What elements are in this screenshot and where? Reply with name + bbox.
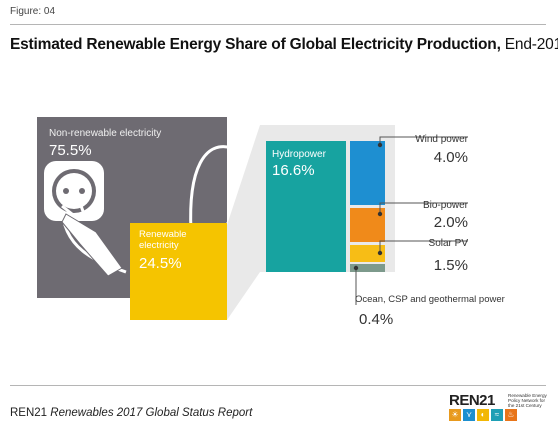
chart-title: Estimated Renewable Energy Share of Glob… bbox=[10, 36, 558, 54]
ocean-csp-geothermal-label: Ocean, CSP and geothermal power bbox=[355, 294, 505, 305]
bio-power-label: Bio-power bbox=[422, 200, 468, 211]
callout-dots bbox=[353, 142, 383, 271]
flame-icon: ♨ bbox=[505, 409, 517, 421]
sun-icon: ☀ bbox=[449, 409, 461, 421]
hydropower-value: 16.6% bbox=[272, 162, 315, 179]
ren21-logo: REN21 bbox=[449, 392, 495, 409]
non-renewable-value: 75.5% bbox=[49, 142, 92, 159]
renewable-label: Renewable electricity bbox=[139, 229, 187, 251]
solar-pv-value: 1.5% bbox=[433, 257, 468, 274]
bio-icon: ◐ bbox=[477, 409, 489, 421]
wind-icon: ⋎ bbox=[463, 409, 475, 421]
ocean-csp-geothermal-value: 0.4% bbox=[359, 311, 394, 328]
non-renewable-label: Non-renewable electricity bbox=[49, 128, 162, 139]
ren21-tagline: Renewable Energy Policy Network for the … bbox=[508, 393, 547, 409]
wind-power-block bbox=[350, 141, 385, 205]
solar-pv-block bbox=[350, 245, 385, 262]
footer-org: REN21 bbox=[10, 407, 48, 419]
solar-pv-label: Solar PV bbox=[428, 238, 468, 249]
renewable-block bbox=[130, 223, 227, 320]
ocean-csp-geothermal-block bbox=[350, 264, 385, 272]
callout-leaders bbox=[355, 136, 468, 305]
chart-title-main: Estimated Renewable Energy Share of Glob… bbox=[10, 36, 501, 53]
plug-icon bbox=[44, 145, 247, 277]
renewable-value: 24.5% bbox=[139, 255, 182, 272]
wind-power-value: 4.0% bbox=[433, 149, 468, 166]
treemap-chart bbox=[37, 117, 468, 320]
footer-report: Renewables 2017 Global Status Report bbox=[50, 407, 253, 419]
bottom-divider bbox=[10, 385, 546, 386]
water-icon: ≈ bbox=[491, 409, 503, 421]
chart-title-date: End-2016 bbox=[504, 36, 558, 53]
top-divider bbox=[10, 24, 546, 25]
zoom-connector bbox=[227, 125, 260, 320]
hydropower-block bbox=[266, 141, 346, 272]
bio-power-value: 2.0% bbox=[433, 214, 468, 231]
hydropower-label: Hydropower bbox=[272, 149, 326, 160]
figure-label: Figure: 04 bbox=[10, 6, 56, 17]
footer-source: REN21 Renewables 2017 Global Status Repo… bbox=[10, 407, 252, 419]
wind-power-label: Wind power bbox=[415, 134, 468, 145]
